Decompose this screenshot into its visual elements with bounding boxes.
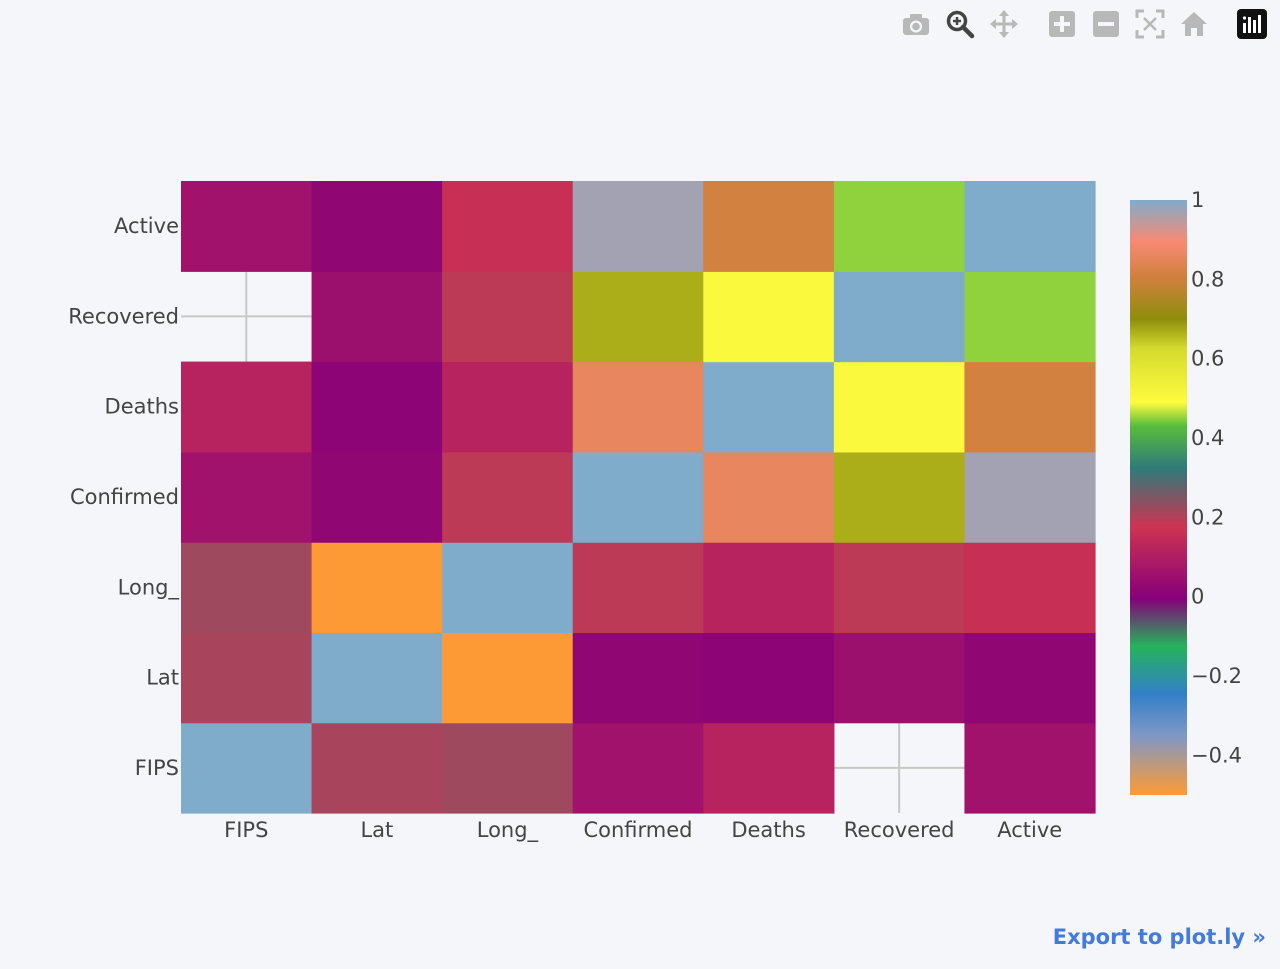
heatmap-cell[interactable]: [572, 181, 704, 272]
axis-ticks: FIPS Lat Long_ Confirmed Deaths Recovered Acti…: [68, 214, 1062, 843]
heatmap-cell[interactable]: [964, 542, 1096, 634]
reset-axes-button[interactable]: [1176, 6, 1212, 42]
heatmap-cell[interactable]: [833, 451, 966, 543]
heatmap-cell[interactable]: [181, 632, 313, 724]
y-tick-label: FIPS: [135, 756, 179, 780]
colorbar-tick-label: −0.2: [1191, 664, 1242, 688]
heatmap-cell[interactable]: [311, 542, 443, 634]
x-tick-label: Active: [997, 818, 1062, 842]
heatmap-cell[interactable]: [572, 632, 704, 724]
heatmap-cell[interactable]: [442, 722, 574, 814]
heatmap-cell[interactable]: [442, 632, 574, 724]
heatmap-cell[interactable]: [964, 271, 1096, 363]
colorbar-tick-label: 0.4: [1191, 426, 1224, 450]
heatmap-cell[interactable]: [964, 451, 1096, 543]
heatmap-cell[interactable]: [572, 361, 704, 453]
zoom-out-icon: [1092, 10, 1120, 38]
heatmap-cell[interactable]: [703, 542, 835, 634]
heatmap-cells: [181, 181, 1096, 814]
y-tick-label: Lat: [146, 666, 179, 690]
heatmap-cell[interactable]: [311, 722, 443, 814]
heatmap-cell[interactable]: [964, 722, 1096, 814]
heatmap-cell[interactable]: [703, 722, 835, 814]
heatmap-cell[interactable]: [572, 271, 704, 363]
heatmap-cell[interactable]: [833, 361, 966, 453]
pan-button[interactable]: [986, 6, 1022, 42]
zoom-out-button[interactable]: [1088, 6, 1124, 42]
heatmap-cell[interactable]: [181, 361, 313, 453]
x-tick-label: Long_: [477, 818, 539, 843]
heatmap-cell[interactable]: [311, 451, 443, 543]
y-tick-label: Confirmed: [70, 485, 179, 509]
heatmap-cell[interactable]: [442, 271, 574, 363]
colorbar: 1 0.8 0.6 0.4 0.2 0 −0.2 −0.4: [1130, 188, 1242, 795]
heatmap-cell[interactable]: [572, 451, 704, 543]
heatmap-cell[interactable]: [181, 181, 313, 272]
colorbar-tick-label: 0.2: [1191, 505, 1224, 529]
heatmap-cell[interactable]: [703, 632, 835, 724]
heatmap-cell[interactable]: [181, 451, 313, 543]
heatmap-cell[interactable]: [442, 451, 574, 543]
pan-icon: [989, 9, 1019, 39]
y-tick-label: Long_: [118, 575, 180, 600]
colorbar-tick-label: 0: [1191, 585, 1204, 609]
plotly-logo-icon: [1237, 9, 1267, 39]
heatmap-cell[interactable]: [311, 361, 443, 453]
heatmap-cell[interactable]: [311, 271, 443, 363]
heatmap-cell[interactable]: [442, 361, 574, 453]
camera-button[interactable]: [898, 6, 934, 42]
zoom-in-button[interactable]: [1044, 6, 1080, 42]
autoscale-button[interactable]: [1132, 6, 1168, 42]
reset-axes-icon: [1179, 10, 1209, 38]
heatmap-cell[interactable]: [833, 181, 966, 272]
heatmap-cell[interactable]: [703, 361, 835, 453]
colorbar-tick-label: 1: [1191, 188, 1204, 212]
heatmap-cell[interactable]: [311, 632, 443, 724]
heatmap-cell[interactable]: [964, 632, 1096, 724]
heatmap-cell[interactable]: [833, 542, 966, 634]
zoom-button[interactable]: [942, 6, 978, 42]
heatmap-cell[interactable]: [572, 542, 704, 634]
heatmap-cell[interactable]: [181, 722, 313, 814]
autoscale-icon: [1135, 9, 1165, 39]
heatmap-cell[interactable]: [311, 181, 443, 272]
heatmap-cell[interactable]: [964, 181, 1096, 272]
x-tick-label: Lat: [360, 818, 393, 842]
zoom-in-icon: [1048, 10, 1076, 38]
heatmap-cell[interactable]: [703, 181, 835, 272]
heatmap-cell[interactable]: [181, 542, 313, 634]
colorbar-gradient: [1130, 200, 1187, 795]
x-tick-label: Recovered: [844, 818, 955, 842]
heatmap-cell[interactable]: [442, 181, 574, 272]
y-tick-label: Active: [114, 214, 179, 238]
heatmap-cell[interactable]: [442, 542, 574, 634]
modebar: [890, 6, 1270, 42]
heatmap-cell[interactable]: [833, 632, 966, 724]
camera-icon: [901, 11, 931, 37]
x-tick-label: Deaths: [731, 818, 805, 842]
heatmap-cell[interactable]: [964, 361, 1096, 453]
heatmap-cell[interactable]: [703, 271, 835, 363]
x-tick-label: Confirmed: [583, 818, 692, 842]
colorbar-tick-label: −0.4: [1191, 743, 1242, 767]
x-tick-label: FIPS: [224, 818, 268, 842]
zoom-icon: [945, 9, 975, 39]
colorbar-tick-label: 0.6: [1191, 347, 1224, 371]
heatmap-cell[interactable]: [572, 722, 704, 814]
colorbar-tick-label: 0.8: [1191, 267, 1224, 291]
y-tick-label: Deaths: [105, 395, 179, 419]
heatmap-cell[interactable]: [703, 451, 835, 543]
plotly-logo-button[interactable]: [1234, 6, 1270, 42]
y-tick-label: Recovered: [68, 304, 179, 328]
export-to-plotly-link[interactable]: Export to plot.ly »: [1052, 925, 1266, 949]
heatmap-cell[interactable]: [833, 271, 966, 363]
